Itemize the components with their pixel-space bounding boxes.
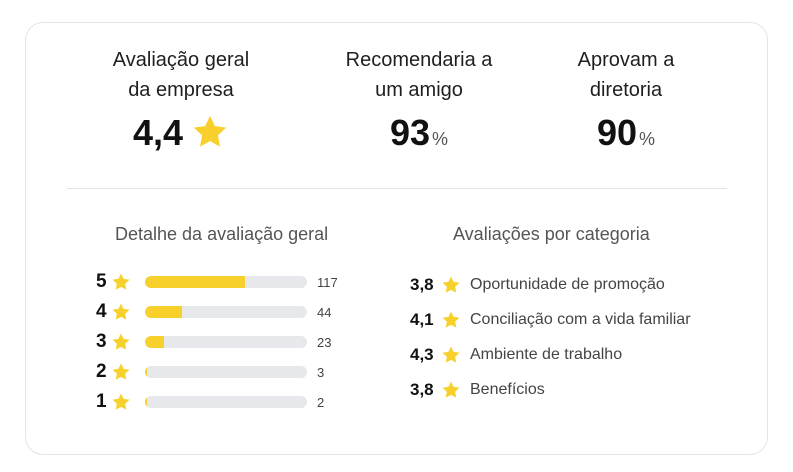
- approve-unit: %: [639, 129, 656, 149]
- recommend-label: Recomendaria a um amigo: [319, 45, 519, 105]
- category-name: Benefícios: [470, 380, 545, 398]
- distribution-bar-fill: [145, 306, 183, 318]
- distribution-stars: 2: [96, 361, 107, 382]
- distribution-count: 2: [317, 394, 325, 410]
- category-score: 3,8: [410, 379, 434, 399]
- distribution-bar: [145, 336, 307, 348]
- category-item: 4,3 Ambiente de trabalho: [410, 337, 750, 372]
- distribution-count: 3: [317, 364, 325, 380]
- category-score: 3,8: [410, 274, 434, 294]
- star-icon: [442, 311, 460, 328]
- distribution-count: 44: [317, 304, 332, 320]
- distribution-bar-fill: [145, 366, 148, 378]
- rating-card: Avaliação geral da empresa 4,4 Recomenda…: [25, 22, 768, 455]
- category-item: 4,1 Conciliação com a vida familiar: [410, 302, 750, 337]
- overall-rating-label: Avaliação geral da empresa: [81, 45, 281, 105]
- star-icon: [112, 273, 130, 290]
- approve-value: 90: [596, 112, 638, 153]
- distribution-row-2[interactable]: 2 3: [96, 357, 376, 387]
- approve-metric: Aprovam a diretoria 90 %: [526, 45, 726, 153]
- distribution-row-3[interactable]: 3 23: [96, 327, 376, 357]
- recommend-value: 93: [389, 112, 431, 153]
- distribution-row-4[interactable]: 4 44: [96, 297, 376, 327]
- star-icon: [112, 303, 130, 320]
- distribution-row-5[interactable]: 5 117: [96, 267, 376, 297]
- category-item: 3,8 Oportunidade de promoção: [410, 267, 750, 302]
- recommend-unit: %: [432, 129, 449, 149]
- distribution-bar: [145, 366, 307, 378]
- category-ratings: 3,8 Oportunidade de promoção 4,1 Concili…: [410, 267, 750, 407]
- recommend-metric: Recomendaria a um amigo 93 %: [319, 45, 519, 153]
- rating-summary: Avaliação geral da empresa 4,4 Recomenda…: [26, 23, 767, 188]
- distribution-bar: [145, 276, 307, 288]
- star-icon: [193, 115, 227, 147]
- distribution-row-1[interactable]: 1 2: [96, 387, 376, 417]
- star-icon: [112, 393, 130, 410]
- recommend-label-line1: Recomendaria a: [345, 49, 493, 71]
- star-icon: [442, 346, 460, 363]
- distribution-stars: 1: [96, 391, 107, 412]
- overall-rating-label-line2: da empresa: [128, 79, 234, 101]
- distribution-bar: [145, 306, 307, 318]
- category-name: Oportunidade de promoção: [470, 275, 665, 293]
- recommend-label-line2: um amigo: [375, 79, 463, 101]
- distribution-count: 117: [317, 274, 338, 290]
- approve-label-line2: diretoria: [589, 79, 663, 101]
- distribution-stars: 4: [96, 301, 107, 322]
- overall-rating: Avaliação geral da empresa 4,4: [81, 45, 281, 153]
- distribution-stars: 3: [96, 331, 107, 352]
- overall-rating-label-line1: Avaliação geral: [112, 49, 250, 71]
- distribution-bar-fill: [145, 336, 165, 348]
- category-score: 4,3: [410, 344, 434, 364]
- category-name: Ambiente de trabalho: [470, 345, 623, 363]
- star-icon: [112, 363, 130, 380]
- category-score: 4,1: [410, 309, 434, 329]
- star-icon: [442, 276, 460, 293]
- overall-rating-value: 4,4: [132, 112, 184, 153]
- star-icon: [112, 333, 130, 350]
- distribution-title: Detalhe da avaliação geral: [115, 224, 329, 244]
- distribution-bar-fill: [145, 396, 147, 408]
- distribution-stars: 5: [96, 271, 107, 292]
- distribution-bar-fill: [145, 276, 246, 288]
- star-icon: [442, 381, 460, 398]
- rating-distribution: 5 117 4 44 3 23 2 3 1 2: [96, 267, 376, 417]
- distribution-count: 23: [317, 334, 332, 350]
- distribution-bar: [145, 396, 307, 408]
- approve-label: Aprovam a diretoria: [526, 45, 726, 105]
- categories-title: Avaliações por categoria: [453, 224, 650, 244]
- approve-label-line1: Aprovam a: [577, 49, 675, 71]
- divider: [67, 188, 727, 189]
- category-item: 3,8 Benefícios: [410, 372, 750, 407]
- category-name: Conciliação com a vida familiar: [470, 310, 691, 328]
